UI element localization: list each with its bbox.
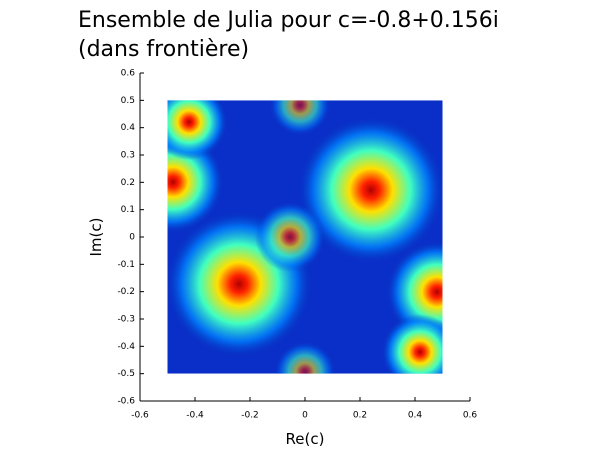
y-tick-label: -0.1 [117,260,135,270]
fractal-spot [275,342,335,374]
x-tick-label: -0.2 [241,411,259,421]
julia-image [167,100,443,374]
y-tick-label: -0.3 [117,315,135,325]
fractal-spot [382,314,443,374]
fractal-spot [299,118,443,262]
x-tick-label: -0.4 [186,411,204,421]
y-tick-label: 0.3 [121,151,135,161]
x-tick-label: 0 [302,411,308,421]
x-tick-label: 0.4 [408,411,423,421]
y-tick-label: 0.4 [121,123,136,133]
x-tick-label: 0.2 [353,411,367,421]
x-tick-label: 0.6 [463,411,478,421]
fractal-spot [167,100,227,160]
chart-title: Ensemble de Julia pour c=-0.8+0.156i [78,8,499,33]
y-tick-label: -0.4 [117,342,135,352]
fractal-spot [255,202,325,272]
y-tick-label: 0.2 [121,178,135,188]
y-tick-label: -0.6 [117,397,135,407]
x-tick-label: -0.6 [131,411,149,421]
y-tick-label: 0.5 [121,96,135,106]
y-tick-label: 0 [129,233,135,243]
chart-title: (dans frontière) [78,37,249,62]
x-axis-label: Re(c) [286,430,325,448]
fractal-spot [270,100,330,135]
y-tick-label: 0.6 [121,69,136,79]
y-tick-label: -0.2 [117,287,135,297]
y-tick-label: 0.1 [121,205,135,215]
y-tick-label: -0.5 [117,369,135,379]
y-axis-label: Im(c) [87,218,105,257]
